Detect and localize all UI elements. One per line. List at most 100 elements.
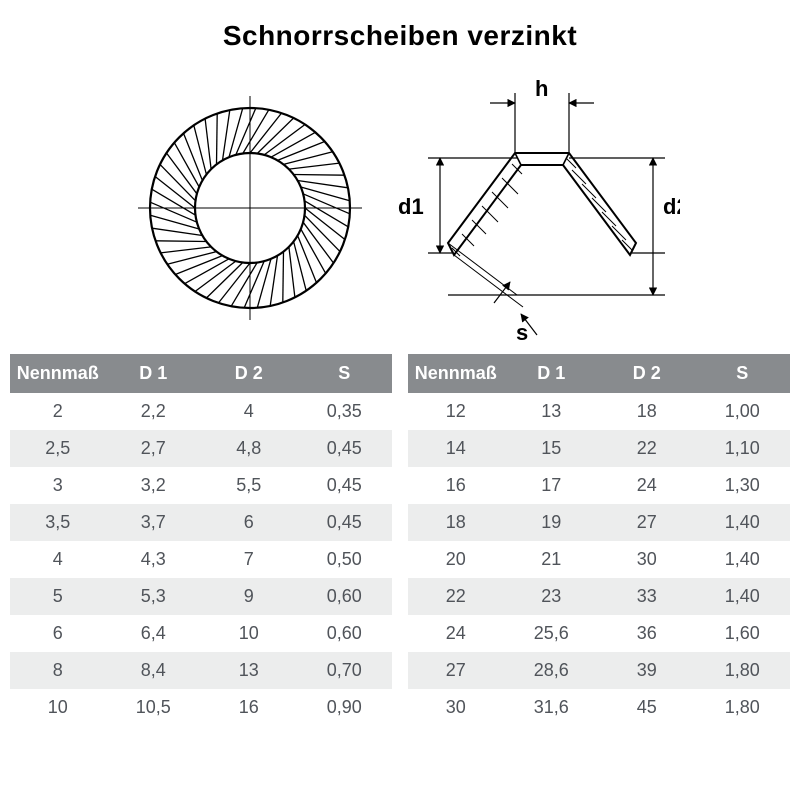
table-cell: 1,60: [695, 615, 791, 652]
table-row: 55,390,60: [10, 578, 392, 615]
table-header: Nennmaß: [10, 354, 106, 393]
table-cell: 39: [599, 652, 695, 689]
table-cell: 8,4: [106, 652, 202, 689]
table-cell: 1,30: [695, 467, 791, 504]
table-cell: 5: [10, 578, 106, 615]
table-row: 22,240,35: [10, 393, 392, 430]
table-cell: 0,45: [297, 430, 393, 467]
table-cell: 4: [201, 393, 297, 430]
table-cell: 0,60: [297, 615, 393, 652]
table-cell: 4,8: [201, 430, 297, 467]
table-cell: 45: [599, 689, 695, 726]
table-row: 3031,6451,80: [408, 689, 790, 726]
label-d1: d1: [398, 194, 424, 219]
table-cell: 6,4: [106, 615, 202, 652]
table-cell: 19: [504, 504, 600, 541]
label-d2: d2: [663, 194, 680, 219]
technical-diagram: h d1 d2 s: [120, 58, 680, 348]
table-cell: 0,35: [297, 393, 393, 430]
table-cell: 5,5: [201, 467, 297, 504]
table-row: 2425,6361,60: [408, 615, 790, 652]
table-cell: 16: [408, 467, 504, 504]
table-cell: 23: [504, 578, 600, 615]
data-tables: NennmaßD 1D 2S 22,240,352,52,74,80,4533,…: [10, 354, 790, 726]
table-header: D 2: [201, 354, 297, 393]
table-cell: 27: [599, 504, 695, 541]
table-cell: 30: [408, 689, 504, 726]
table-cell: 24: [408, 615, 504, 652]
table-cell: 1,80: [695, 652, 791, 689]
table-row: 2021301,40: [408, 541, 790, 578]
table-cell: 25,6: [504, 615, 600, 652]
table-cell: 2,2: [106, 393, 202, 430]
table-cell: 0,45: [297, 504, 393, 541]
table-cell: 3,7: [106, 504, 202, 541]
table-row: 1213181,00: [408, 393, 790, 430]
table-row: 1010,5160,90: [10, 689, 392, 726]
table-header: D 1: [106, 354, 202, 393]
table-cell: 14: [408, 430, 504, 467]
table-cell: 4: [10, 541, 106, 578]
table-cell: 10: [10, 689, 106, 726]
table-cell: 24: [599, 467, 695, 504]
table-cell: 1,10: [695, 430, 791, 467]
table-cell: 30: [599, 541, 695, 578]
table-cell: 18: [599, 393, 695, 430]
table-cell: 3,5: [10, 504, 106, 541]
table-cell: 9: [201, 578, 297, 615]
table-header: D 1: [504, 354, 600, 393]
table-cell: 17: [504, 467, 600, 504]
table-cell: 22: [408, 578, 504, 615]
table-cell: 6: [10, 615, 106, 652]
table-cell: 20: [408, 541, 504, 578]
label-s: s: [516, 320, 528, 345]
table-row: 3,53,760,45: [10, 504, 392, 541]
washer-front-view: [138, 96, 362, 320]
table-cell: 0,70: [297, 652, 393, 689]
washer-side-view: h d1 d2 s: [398, 76, 680, 345]
table-cell: 3,2: [106, 467, 202, 504]
table-row: 1617241,30: [408, 467, 790, 504]
table-cell: 21: [504, 541, 600, 578]
table-cell: 36: [599, 615, 695, 652]
table-cell: 6: [201, 504, 297, 541]
table-cell: 13: [504, 393, 600, 430]
table-cell: 1,40: [695, 541, 791, 578]
table-cell: 3: [10, 467, 106, 504]
table-cell: 1,80: [695, 689, 791, 726]
table-row: 44,370,50: [10, 541, 392, 578]
table-header: S: [297, 354, 393, 393]
table-row: 88,4130,70: [10, 652, 392, 689]
table-cell: 16: [201, 689, 297, 726]
table-cell: 1,00: [695, 393, 791, 430]
table-cell: 18: [408, 504, 504, 541]
table-cell: 2,5: [10, 430, 106, 467]
table-header: D 2: [599, 354, 695, 393]
table-cell: 5,3: [106, 578, 202, 615]
table-row: 1415221,10: [408, 430, 790, 467]
table-cell: 10: [201, 615, 297, 652]
table-cell: 0,45: [297, 467, 393, 504]
diagram-svg: h d1 d2 s: [120, 58, 680, 348]
table-cell: 10,5: [106, 689, 202, 726]
table-cell: 33: [599, 578, 695, 615]
table-cell: 31,6: [504, 689, 600, 726]
table-cell: 7: [201, 541, 297, 578]
table-header: S: [695, 354, 791, 393]
table-cell: 1,40: [695, 504, 791, 541]
table-row: 2,52,74,80,45: [10, 430, 392, 467]
table-cell: 15: [504, 430, 600, 467]
table-cell: 27: [408, 652, 504, 689]
label-h: h: [535, 76, 548, 101]
table-cell: 28,6: [504, 652, 600, 689]
table-row: 2728,6391,80: [408, 652, 790, 689]
table-cell: 0,50: [297, 541, 393, 578]
table-row: 66,4100,60: [10, 615, 392, 652]
table-row: 33,25,50,45: [10, 467, 392, 504]
table-cell: 4,3: [106, 541, 202, 578]
table-cell: 12: [408, 393, 504, 430]
table-cell: 0,90: [297, 689, 393, 726]
table-left: NennmaßD 1D 2S 22,240,352,52,74,80,4533,…: [10, 354, 392, 726]
table-right: NennmaßD 1D 2S 1213181,001415221,1016172…: [408, 354, 790, 726]
table-cell: 22: [599, 430, 695, 467]
